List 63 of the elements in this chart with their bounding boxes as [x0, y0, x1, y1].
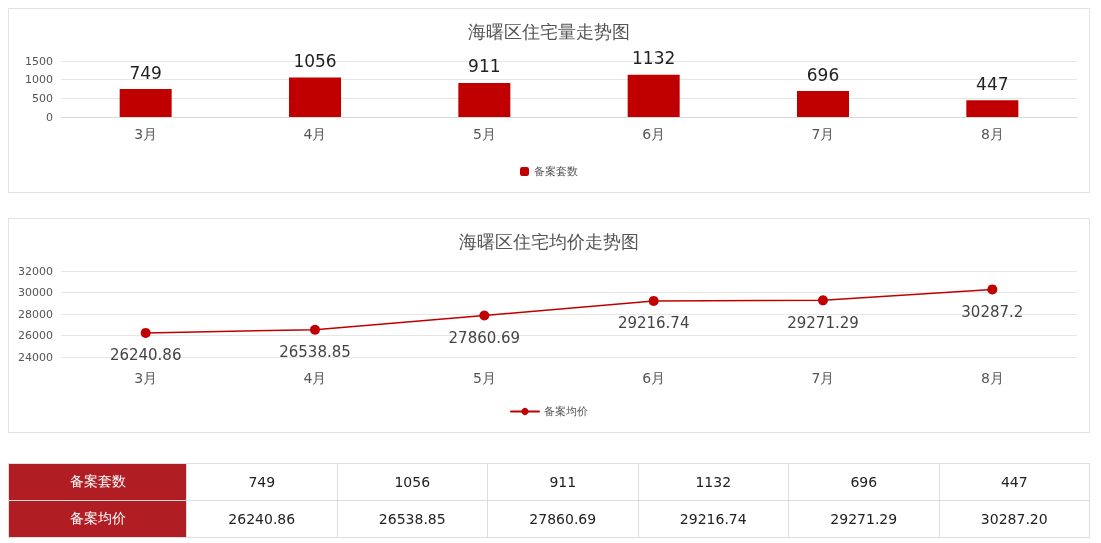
x-tick-label: 5月	[472, 126, 496, 142]
text: 26240.86	[228, 511, 296, 527]
bar	[797, 91, 849, 117]
category-label: 备案套数	[69, 473, 126, 489]
text: 30287.20	[980, 511, 1048, 527]
text: 1132	[695, 474, 732, 490]
data-label: 27860.69	[448, 329, 521, 347]
x-tick-label: 4月	[303, 126, 327, 142]
x-tick-label: 6月	[642, 126, 666, 142]
data-label: 26240.86	[109, 346, 182, 365]
x-tick-label: 8月	[980, 126, 1004, 142]
y-tick-label: 32000	[18, 264, 53, 278]
text: 29216.74	[679, 511, 747, 527]
category-label: 备案均价	[69, 510, 126, 526]
legend-label: 备案均价	[544, 405, 588, 418]
text: 27860.69	[529, 511, 597, 527]
text: 447	[1000, 474, 1028, 490]
y-tick-label: 24000	[18, 350, 53, 364]
bar	[119, 89, 172, 117]
chart-title: 海曙区住宅均价走势图	[459, 230, 639, 252]
y-tick-label: 1000	[25, 73, 53, 87]
point	[987, 284, 998, 295]
y-tick-label: 26000	[18, 329, 53, 342]
data-label: 749	[129, 62, 162, 83]
bar	[458, 82, 511, 117]
legend-label: 备案套数	[534, 165, 578, 178]
data-label: 911	[468, 56, 501, 77]
text: 26538.85	[378, 511, 446, 527]
y-tick-label: 30000	[18, 286, 53, 299]
point	[818, 295, 828, 306]
point	[648, 295, 659, 306]
data-label: 30287.2	[961, 302, 1024, 321]
y-tick-label: 0	[46, 110, 53, 124]
x-tick-label: 7月	[811, 370, 835, 386]
bar	[627, 74, 680, 117]
y-tick-label: 1500	[25, 54, 53, 68]
text: 911	[549, 474, 577, 490]
data-label: 447	[976, 73, 1009, 94]
point	[140, 327, 151, 338]
x-tick-label: 8月	[980, 370, 1004, 386]
text: 749	[248, 474, 276, 490]
x-tick-label: 7月	[811, 126, 835, 142]
data-label: 1132	[632, 48, 676, 69]
x-tick-label: 5月	[472, 370, 496, 386]
data-label: 26538.85	[279, 343, 351, 362]
text: 1056	[394, 474, 431, 490]
x-tick-label: 6月	[642, 370, 666, 386]
bar	[966, 100, 1019, 117]
text: 696	[850, 474, 878, 490]
point	[310, 324, 320, 335]
x-tick-label: 4月	[303, 370, 327, 386]
data-label: 1056	[293, 51, 337, 72]
data-label: 29271.29	[787, 313, 859, 332]
y-tick-label: 28000	[18, 307, 53, 321]
bar	[289, 77, 341, 117]
y-tick-label: 500	[32, 91, 53, 105]
x-tick-label: 3月	[134, 370, 158, 386]
data-label: 29216.74	[617, 314, 690, 333]
point	[479, 310, 490, 321]
x-tick-label: 3月	[134, 126, 158, 142]
chart-title: 海曙区住宅量走势图	[468, 20, 630, 42]
text: 29271.29	[830, 511, 898, 527]
data-label: 696	[806, 64, 840, 85]
